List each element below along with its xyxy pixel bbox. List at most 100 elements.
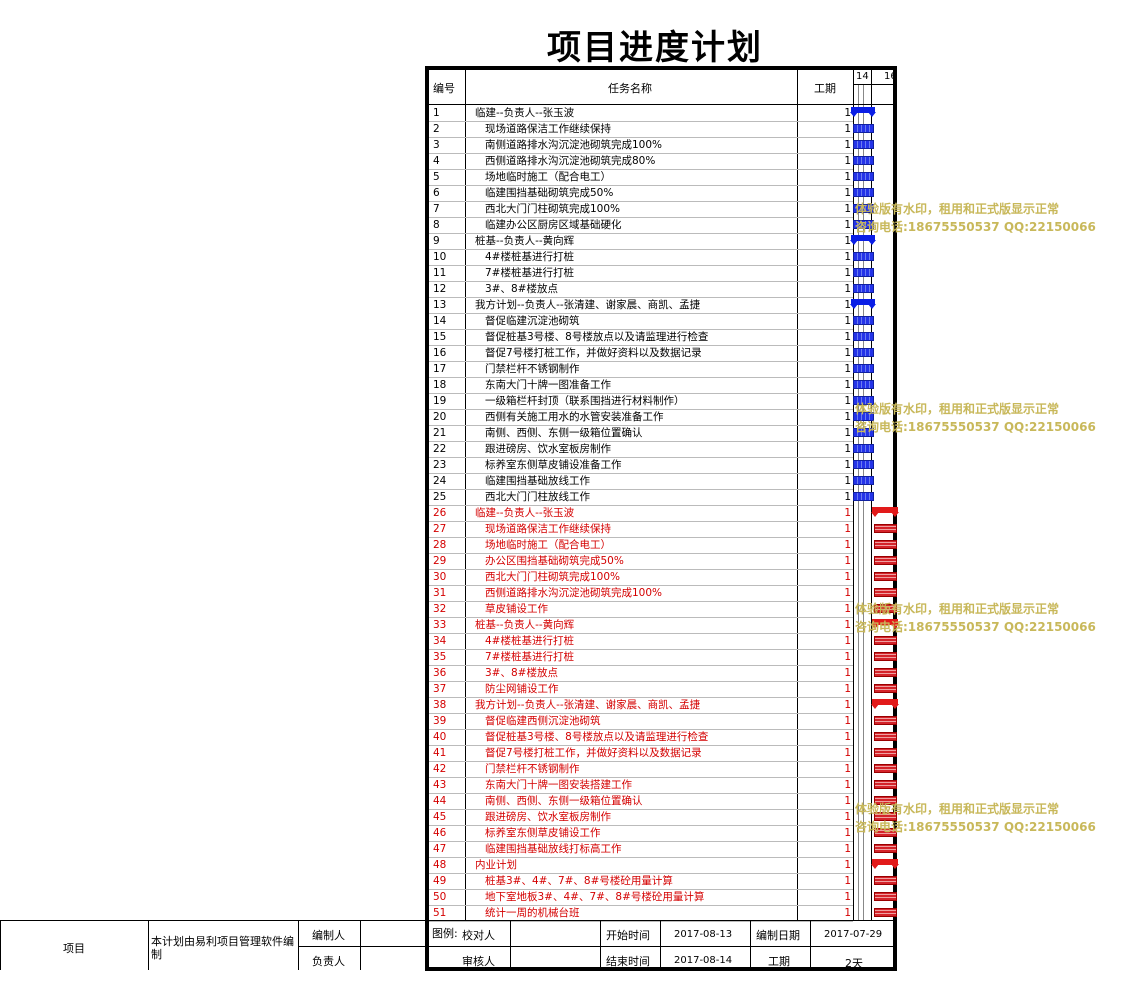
table-row[interactable]: 21 南侧、西侧、东侧一级箱位置确认 1	[429, 425, 856, 441]
table-row[interactable]: 40 督促桩基3号楼、8号楼放点以及请监理进行检查 1	[429, 729, 856, 745]
gantt-task-bar[interactable]	[874, 812, 897, 821]
table-row[interactable]: 29 办公区围挡基础砌筑完成50% 1	[429, 553, 856, 569]
gantt-task-bar[interactable]	[853, 476, 874, 485]
table-row[interactable]: 15 督促桩基3号楼、8号楼放点以及请监理进行检查 1	[429, 329, 856, 345]
gantt-task-bar[interactable]	[874, 524, 897, 533]
gantt-task-bar[interactable]	[874, 556, 897, 565]
table-row[interactable]: 19 一级箱栏杆封顶（联系围挡进行材料制作） 1	[429, 393, 856, 409]
gantt-task-bar[interactable]	[874, 604, 897, 613]
gantt-task-bar[interactable]	[853, 428, 874, 437]
table-row[interactable]: 10 4#楼桩基进行打桩 1	[429, 249, 856, 265]
gantt-task-bar[interactable]	[853, 412, 874, 421]
gantt-task-bar[interactable]	[874, 748, 897, 757]
table-row[interactable]: 30 西北大门门柱砌筑完成100% 1	[429, 569, 856, 585]
table-row[interactable]: 39 督促临建西侧沉淀池砌筑 1	[429, 713, 856, 729]
gantt-task-bar[interactable]	[853, 348, 874, 357]
table-row[interactable]: 50 地下室地板3#、4#、7#、8#号楼砼用量计算 1	[429, 889, 856, 905]
gantt-task-bar[interactable]	[853, 444, 874, 453]
table-row[interactable]: 31 西侧道路排水沟沉淀池砌筑完成100% 1	[429, 585, 856, 601]
table-row[interactable]: 37 防尘网铺设工作 1	[429, 681, 856, 697]
gantt-task-bar[interactable]	[874, 716, 897, 725]
gantt-task-bar[interactable]	[874, 588, 897, 597]
gantt-task-bar[interactable]	[853, 172, 874, 181]
gantt-task-bar[interactable]	[853, 316, 874, 325]
gantt-task-bar[interactable]	[874, 908, 897, 917]
table-row[interactable]: 17 门禁栏杆不锈钢制作 1	[429, 361, 856, 377]
gantt-task-bar[interactable]	[874, 876, 897, 885]
gantt-task-bar[interactable]	[874, 540, 897, 549]
table-row[interactable]: 43 东南大门十牌一图安装搭建工作 1	[429, 777, 856, 793]
table-row[interactable]: 49 桩基3#、4#、7#、8#号楼砼用量计算 1	[429, 873, 856, 889]
gantt-task-bar[interactable]	[853, 220, 874, 229]
table-row[interactable]: 7 西北大门门柱砌筑完成100% 1	[429, 201, 856, 217]
gantt-task-bar[interactable]	[874, 892, 897, 901]
table-row[interactable]: 47 临建围挡基础放线打标高工作 1	[429, 841, 856, 857]
table-row[interactable]: 20 西侧有关施工用水的水管安装准备工作 1	[429, 409, 856, 425]
table-row[interactable]: 13 我方计划--负责人--张清建、谢家晨、商凯、孟捷 1	[429, 297, 856, 313]
gantt-task-bar[interactable]	[874, 796, 897, 805]
gantt-task-bar[interactable]	[853, 364, 874, 373]
table-row[interactable]: 24 临建围挡基础放线工作 1	[429, 473, 856, 489]
gantt-summary-bar[interactable]	[871, 619, 899, 629]
table-row[interactable]: 51 统计一周的机械台班 1	[429, 905, 856, 921]
gantt-task-bar[interactable]	[874, 764, 897, 773]
gantt-task-bar[interactable]	[853, 492, 874, 501]
gantt-task-bar[interactable]	[853, 284, 874, 293]
gantt-summary-bar[interactable]	[871, 859, 899, 869]
gantt-summary-bar[interactable]	[871, 699, 899, 709]
gantt-task-bar[interactable]	[853, 188, 874, 197]
gantt-task-bar[interactable]	[874, 636, 897, 645]
table-row[interactable]: 1 临建--负责人--张玉波 1	[429, 105, 856, 121]
table-row[interactable]: 16 督促7号楼打桩工作，并做好资料以及数据记录 1	[429, 345, 856, 361]
table-row[interactable]: 28 场地临时施工（配合电工） 1	[429, 537, 856, 553]
gantt-task-bar[interactable]	[853, 268, 874, 277]
table-row[interactable]: 35 7#楼桩基进行打桩 1	[429, 649, 856, 665]
table-row[interactable]: 32 草皮铺设工作 1	[429, 601, 856, 617]
gantt-summary-bar[interactable]	[850, 299, 876, 309]
gantt-task-bar[interactable]	[853, 140, 874, 149]
gantt-task-bar[interactable]	[874, 684, 897, 693]
gantt-task-bar[interactable]	[853, 156, 874, 165]
gantt-summary-bar[interactable]	[850, 107, 876, 117]
table-row[interactable]: 38 我方计划--负责人--张清建、谢家晨、商凯、孟捷 1	[429, 697, 856, 713]
table-row[interactable]: 41 督促7号楼打桩工作，并做好资料以及数据记录 1	[429, 745, 856, 761]
gantt-task-bar[interactable]	[874, 668, 897, 677]
table-row[interactable]: 12 3#、8#楼放点 1	[429, 281, 856, 297]
table-row[interactable]: 18 东南大门十牌一图准备工作 1	[429, 377, 856, 393]
table-row[interactable]: 27 现场道路保洁工作继续保持 1	[429, 521, 856, 537]
table-row[interactable]: 11 7#楼桩基进行打桩 1	[429, 265, 856, 281]
gantt-task-bar[interactable]	[874, 572, 897, 581]
table-row[interactable]: 14 督促临建沉淀池砌筑 1	[429, 313, 856, 329]
table-row[interactable]: 26 临建--负责人--张玉波 1	[429, 505, 856, 521]
gantt-task-bar[interactable]	[874, 780, 897, 789]
gantt-task-bar[interactable]	[853, 396, 874, 405]
table-row[interactable]: 5 场地临时施工（配合电工） 1	[429, 169, 856, 185]
gantt-task-bar[interactable]	[874, 652, 897, 661]
table-row[interactable]: 34 4#楼桩基进行打桩 1	[429, 633, 856, 649]
table-row[interactable]: 23 标养室东侧草皮铺设准备工作 1	[429, 457, 856, 473]
gantt-task-bar[interactable]	[853, 124, 874, 133]
gantt-task-bar[interactable]	[853, 252, 874, 261]
gantt-task-bar[interactable]	[874, 844, 897, 853]
table-row[interactable]: 45 跟进磅房、饮水室板房制作 1	[429, 809, 856, 825]
table-row[interactable]: 36 3#、8#楼放点 1	[429, 665, 856, 681]
table-row[interactable]: 22 跟进磅房、饮水室板房制作 1	[429, 441, 856, 457]
table-row[interactable]: 6 临建围挡基础砌筑完成50% 1	[429, 185, 856, 201]
gantt-summary-bar[interactable]	[850, 235, 876, 245]
table-row[interactable]: 33 桩基--负责人--黄向辉 1	[429, 617, 856, 633]
gantt-task-bar[interactable]	[853, 380, 874, 389]
table-row[interactable]: 2 现场道路保洁工作继续保持 1	[429, 121, 856, 137]
table-row[interactable]: 9 桩基--负责人--黄向辉 1	[429, 233, 856, 249]
gantt-task-bar[interactable]	[853, 460, 874, 469]
table-row[interactable]: 44 南侧、西侧、东侧一级箱位置确认 1	[429, 793, 856, 809]
gantt-task-bar[interactable]	[853, 332, 874, 341]
gantt-task-bar[interactable]	[874, 732, 897, 741]
table-row[interactable]: 48 内业计划 1	[429, 857, 856, 873]
table-row[interactable]: 42 门禁栏杆不锈钢制作 1	[429, 761, 856, 777]
gantt-summary-bar[interactable]	[871, 507, 899, 517]
gantt-task-bar[interactable]	[853, 204, 874, 213]
table-row[interactable]: 3 南侧道路排水沟沉淀池砌筑完成100% 1	[429, 137, 856, 153]
table-row[interactable]: 4 西侧道路排水沟沉淀池砌筑完成80% 1	[429, 153, 856, 169]
table-row[interactable]: 46 标养室东侧草皮铺设工作 1	[429, 825, 856, 841]
table-row[interactable]: 25 西北大门门柱放线工作 1	[429, 489, 856, 505]
